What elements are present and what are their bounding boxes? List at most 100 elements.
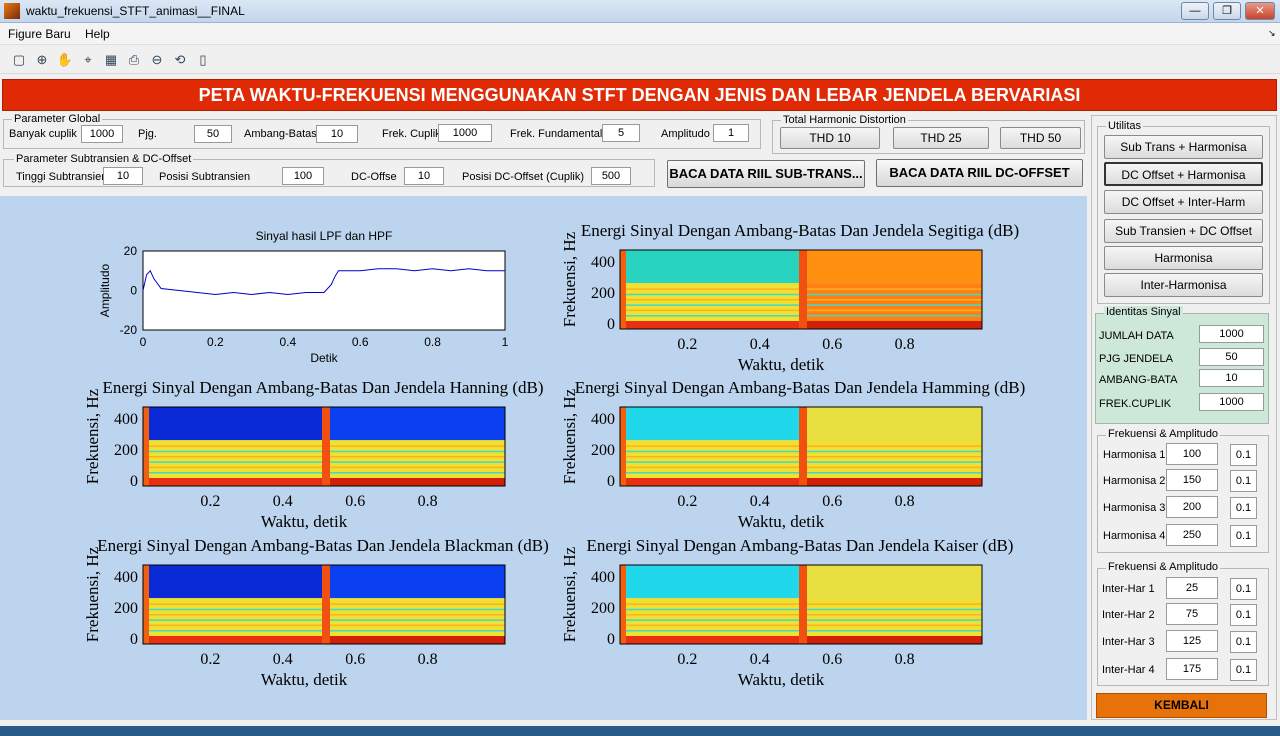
hm3-transient-column: [322, 565, 330, 644]
identitas-label-0: JUMLAH DATA: [1099, 330, 1174, 342]
interhar-title: Frekuensi & Amplitudo: [1106, 561, 1221, 573]
hm3-bottom-left: [143, 636, 324, 644]
menu-figure-baru[interactable]: Figure Baru: [8, 27, 71, 41]
hm1-bottom-left: [143, 478, 324, 486]
hm2-ylabel: Frekuensi, Hz: [560, 388, 579, 484]
line-chart-xlabel: Detik: [310, 351, 338, 365]
page-banner: PETA WAKTU-FREKUENSI MENGGUNAKAN STFT DE…: [2, 79, 1277, 111]
hm1-xtick-3: 0.8: [418, 493, 438, 510]
harmonisa-amp-3[interactable]: 0.1: [1230, 525, 1257, 547]
posisi-dc-input[interactable]: 500: [591, 167, 631, 185]
insert-colorbar-icon[interactable]: ▦: [104, 52, 118, 67]
hm3-title: Energi Sinyal Dengan Ambang-Batas Dan Je…: [97, 536, 549, 555]
identitas-label-3: FREK.CUPLIK: [1099, 398, 1172, 410]
hm0-ytick-0: 400: [591, 254, 615, 271]
amplitudo-label: Amplitudo: [661, 128, 710, 140]
interhar-amp-0[interactable]: 0.1: [1230, 578, 1257, 600]
menu-help[interactable]: Help: [85, 27, 110, 41]
harmonisa-amp-0[interactable]: 0.1: [1230, 444, 1257, 466]
interhar-freq-0[interactable]: 25: [1166, 577, 1218, 599]
colorbar-icon[interactable]: ▯: [199, 52, 207, 67]
harmonisa-button[interactable]: Harmonisa: [1104, 246, 1263, 270]
interhar-freq-1[interactable]: 75: [1166, 603, 1218, 625]
new-figure-icon[interactable]: ▢: [12, 52, 26, 67]
hm4-bottom-left: [620, 636, 801, 644]
hm0-bottom-right: [801, 321, 982, 329]
hm0-transient-column: [799, 250, 807, 329]
harmonisa-freq-1[interactable]: 150: [1166, 469, 1218, 491]
thd-10-button[interactable]: THD 10: [780, 127, 880, 149]
identitas-value-3[interactable]: 1000: [1199, 393, 1264, 411]
baca-dc-offset-button[interactable]: BACA DATA RIIL DC-OFFSET: [876, 159, 1083, 187]
utilitas-panel: [1097, 126, 1270, 304]
hm1-frame: [142, 406, 506, 487]
line-xtick-5: 1: [502, 335, 509, 349]
harmonisa-freq-3[interactable]: 250: [1166, 524, 1218, 546]
pjg-input[interactable]: 50: [194, 125, 232, 143]
utilitas-title: Utilitas: [1106, 120, 1144, 132]
hm3-xtick-1: 0.4: [273, 651, 293, 668]
hm4-xtick-3: 0.8: [895, 651, 915, 668]
maximize-button[interactable]: ❐: [1213, 2, 1241, 20]
thd-50-button[interactable]: THD 50: [1000, 127, 1081, 149]
frek-cuplik-input[interactable]: 1000: [438, 124, 492, 142]
sub-transien-dc-offset-button[interactable]: Sub Transien + DC Offset: [1104, 219, 1263, 243]
zoom-out-icon[interactable]: ⊖: [151, 52, 163, 67]
baca-sub-trans-button[interactable]: BACA DATA RIIL SUB-TRANS...: [667, 160, 865, 188]
hm0-top-left: [620, 250, 801, 284]
dc-offset-harmonisa-button[interactable]: DC Offset + Harmonisa: [1104, 162, 1263, 186]
hm0-top-right: [801, 250, 982, 284]
inter-harmonisa-button[interactable]: Inter-Harmonisa: [1104, 273, 1263, 297]
hm1-ytick-2: 0: [130, 473, 138, 490]
harmonisa-amp-1[interactable]: 0.1: [1230, 470, 1257, 492]
charts-svg: Sinyal hasil LPF dan HPF Detik Amplitudo 0 0…: [83, 221, 1025, 689]
pan-hand-icon[interactable]: ✋: [56, 52, 74, 67]
hm4-xtick-0: 0.2: [677, 651, 697, 668]
identitas-value-1[interactable]: 50: [1199, 348, 1264, 366]
banyak-cuplik-input[interactable]: 1000: [81, 125, 123, 143]
thd-title: Total Harmonic Distortion: [781, 114, 908, 126]
print-icon[interactable]: ⎙: [128, 52, 140, 67]
menu-bar: [0, 23, 1280, 45]
identitas-value-0[interactable]: 1000: [1199, 325, 1264, 343]
amplitudo-input[interactable]: 1: [713, 124, 749, 142]
toolbar: [0, 46, 1280, 74]
harmonisa-freq-2[interactable]: 200: [1166, 496, 1218, 518]
hm1-bottom-right: [324, 478, 505, 486]
posisi-sub-input[interactable]: 100: [282, 167, 324, 185]
dc-offset-input[interactable]: 10: [404, 167, 444, 185]
hm1-ytick-1: 200: [114, 442, 138, 459]
data-cursor-icon[interactable]: ⌖: [84, 52, 92, 67]
kembali-button[interactable]: KEMBALI: [1096, 693, 1267, 718]
sub-trans-harmonisa-button[interactable]: Sub Trans + Harmonisa: [1104, 135, 1263, 159]
interhar-amp-1[interactable]: 0.1: [1230, 604, 1257, 626]
hm4-ytick-1: 200: [591, 600, 615, 617]
harmonisa-label-1: Harmonisa 2: [1103, 475, 1166, 487]
tinggi-sub-input[interactable]: 10: [103, 167, 143, 185]
interhar-freq-2[interactable]: 125: [1166, 630, 1218, 652]
line-chart-ylabel: Amplitudo: [98, 264, 112, 318]
rotate-icon[interactable]: ⟲: [174, 52, 186, 67]
harmonisa-amp-2[interactable]: 0.1: [1230, 497, 1257, 519]
frek-fundamental-input[interactable]: 5: [602, 124, 640, 142]
hm1-title: Energi Sinyal Dengan Ambang-Batas Dan Je…: [102, 378, 543, 397]
dc-offset-inter-harm-button[interactable]: DC Offset + Inter-Harm: [1104, 190, 1263, 214]
param-sub-title: Parameter Subtransien & DC-Offset: [14, 153, 194, 165]
hm2-frame: [619, 406, 983, 487]
hm2-xtick-1: 0.4: [750, 493, 770, 510]
interhar-amp-2[interactable]: 0.1: [1230, 631, 1257, 653]
taskbar: [0, 726, 1280, 736]
minimize-button[interactable]: —: [1181, 2, 1209, 20]
close-button[interactable]: ✕: [1245, 2, 1275, 20]
harmonisa-freq-0[interactable]: 100: [1166, 443, 1218, 465]
identitas-value-2[interactable]: 10: [1199, 369, 1264, 387]
zoom-in-icon[interactable]: ⊕: [36, 52, 48, 67]
interhar-amp-3[interactable]: 0.1: [1230, 659, 1257, 681]
thd-25-button[interactable]: THD 25: [893, 127, 989, 149]
hm0-edge-left: [620, 250, 626, 329]
interhar-freq-3[interactable]: 175: [1166, 658, 1218, 680]
ambang-input[interactable]: 10: [316, 125, 358, 143]
hm2-top-right: [801, 407, 982, 441]
hm1-xtick-2: 0.6: [345, 493, 365, 510]
hm0-xtick-3: 0.8: [895, 336, 915, 353]
